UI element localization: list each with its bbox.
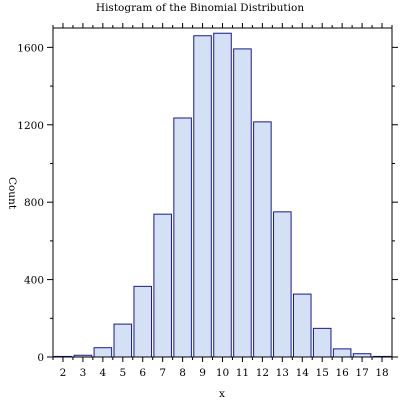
x-axis-label: x — [219, 388, 225, 400]
bar-8 — [173, 117, 192, 358]
x-tick-label-10: 10 — [216, 367, 229, 379]
bar-13 — [273, 211, 292, 358]
y-tick-label-800: 800 — [24, 197, 44, 209]
x-tick-label-11: 11 — [236, 367, 249, 379]
x-tick-label-13: 13 — [276, 367, 289, 379]
x-tick-label-8: 8 — [179, 367, 186, 379]
x-tick-label-4: 4 — [100, 367, 107, 379]
x-tick-label-6: 6 — [139, 367, 146, 379]
bar-6 — [133, 285, 153, 358]
y-tick-label-0: 0 — [37, 352, 44, 364]
x-tick-label-16: 16 — [335, 367, 349, 379]
bar-15 — [312, 327, 332, 358]
bar-14 — [292, 293, 312, 358]
bar-5 — [113, 323, 133, 358]
x-tick-label-18: 18 — [375, 367, 388, 379]
y-tick-label-1600: 1600 — [17, 42, 44, 54]
bar-12 — [253, 121, 272, 358]
y-axis-label: Count — [6, 177, 18, 210]
x-tick-label-9: 9 — [199, 367, 206, 379]
bar-16 — [332, 348, 352, 358]
x-tick-label-14: 14 — [296, 367, 310, 379]
y-tick-label-1200: 1200 — [17, 120, 44, 132]
y-tick-label-400: 400 — [24, 275, 44, 287]
bar-10 — [213, 32, 232, 358]
bar-7 — [153, 213, 172, 358]
x-tick-label-5: 5 — [119, 367, 126, 379]
x-tick-label-17: 17 — [355, 367, 368, 379]
bar-9 — [193, 35, 212, 358]
bars-group — [53, 32, 392, 358]
bar-11 — [233, 48, 252, 358]
x-tick-label-3: 3 — [80, 367, 87, 379]
axes-group: 2 3 4 5 6 7 8 9 10 11 12 13 14 15 16 17 18 0 400 800 1200 160… — [17, 23, 398, 379]
x-tick-label-15: 15 — [316, 367, 329, 379]
x-tick-label-7: 7 — [159, 367, 166, 379]
x-tick-label-2: 2 — [60, 367, 67, 379]
chart-title: Histogram of the Binomial Distribution — [96, 2, 304, 14]
bar-4 — [93, 347, 113, 358]
x-tick-label-12: 12 — [256, 367, 269, 379]
